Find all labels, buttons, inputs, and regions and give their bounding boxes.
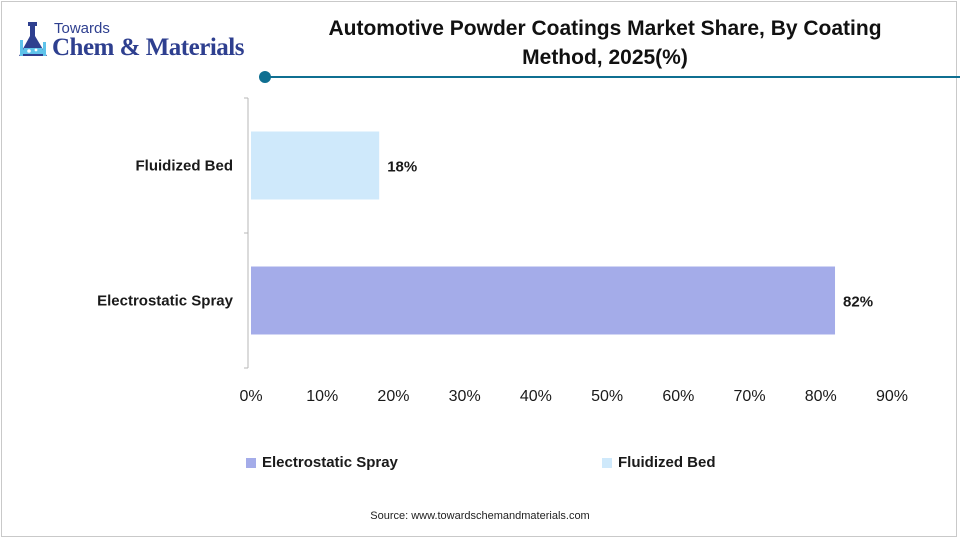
data-label-fluidized-bed: 18% [387, 159, 417, 176]
x-tick-label: 60% [662, 388, 694, 405]
title-underline [266, 76, 960, 78]
x-tick-label: 20% [377, 388, 409, 405]
source-note: Source: www.towardschemandmaterials.com [370, 510, 590, 522]
x-tick-label: 70% [734, 388, 766, 405]
brand-line2: Chem & Materials [52, 34, 244, 61]
legend-swatch-electrostatic-spray [246, 457, 256, 468]
x-tick-label: 10% [306, 388, 338, 405]
legend-label-fluidized-bed: Fluidized Bed [618, 454, 716, 471]
data-label-electrostatic-spray: 82% [843, 294, 873, 311]
flask-icon [19, 22, 47, 56]
legend-item-fluidized-bed: Fluidized Bed [602, 454, 716, 471]
x-tick-label: 30% [449, 388, 481, 405]
title-underline-dot [259, 71, 271, 83]
x-tick-label: 0% [239, 388, 262, 405]
category-label-fluidized-bed: Fluidized Bed [136, 158, 234, 175]
x-tick-label: 40% [520, 388, 552, 405]
bar-electrostatic-spray [251, 266, 836, 335]
x-tick-label: 50% [591, 388, 623, 405]
legend-label-electrostatic-spray: Electrostatic Spray [262, 454, 398, 471]
legend-item-electrostatic-spray: Electrostatic Spray [246, 454, 398, 471]
x-tick-label: 90% [876, 388, 908, 405]
bar-fluidized-bed [251, 131, 380, 200]
brand-logo: Towards Chem & Materials [16, 16, 256, 68]
chart-title: Automotive Powder Coatings Market Share,… [328, 17, 882, 69]
legend-swatch-fluidized-bed [602, 457, 612, 468]
category-label-electrostatic-spray: Electrostatic Spray [97, 293, 234, 310]
brand-line1: Towards [54, 20, 110, 37]
x-tick-label: 80% [805, 388, 837, 405]
